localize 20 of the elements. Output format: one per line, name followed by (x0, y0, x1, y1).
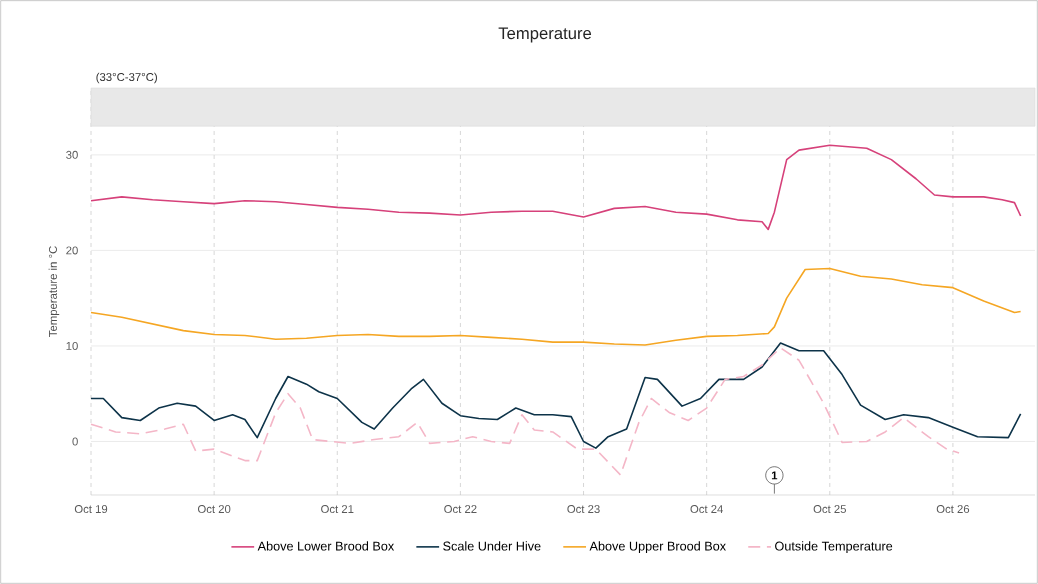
x-tick-label: Oct 19 (74, 505, 108, 514)
legend-label: Scale Under Hive (443, 541, 541, 551)
legend-label: Above Lower Brood Box (257, 541, 395, 551)
x-tick-label: Oct 23 (567, 505, 600, 514)
legend-label: Above Upper Brood Box (589, 541, 726, 554)
band-label: (33°C-37°C) (96, 72, 157, 84)
x-tick-label: Oct 20 (197, 505, 231, 514)
x-tick-label: Oct 21 (321, 505, 354, 514)
y-tick-label: 30 (66, 150, 78, 159)
x-tick-label: Oct 24 (690, 505, 724, 514)
y-axis-title: Temperature in °C (48, 246, 60, 337)
annotation: 1 (771, 471, 778, 480)
legend-label: Outside Temperature (775, 541, 893, 554)
chart-title: Temperature (498, 27, 592, 43)
x-tick-label: Oct 26 (936, 505, 970, 514)
x-tick-label: Oct 25 (813, 505, 846, 514)
x-tick-label: Oct 22 (444, 505, 477, 514)
y-tick-label: 10 (66, 341, 78, 350)
y-tick-label: 0 (72, 437, 78, 446)
y-tick-label: 20 (66, 246, 78, 255)
